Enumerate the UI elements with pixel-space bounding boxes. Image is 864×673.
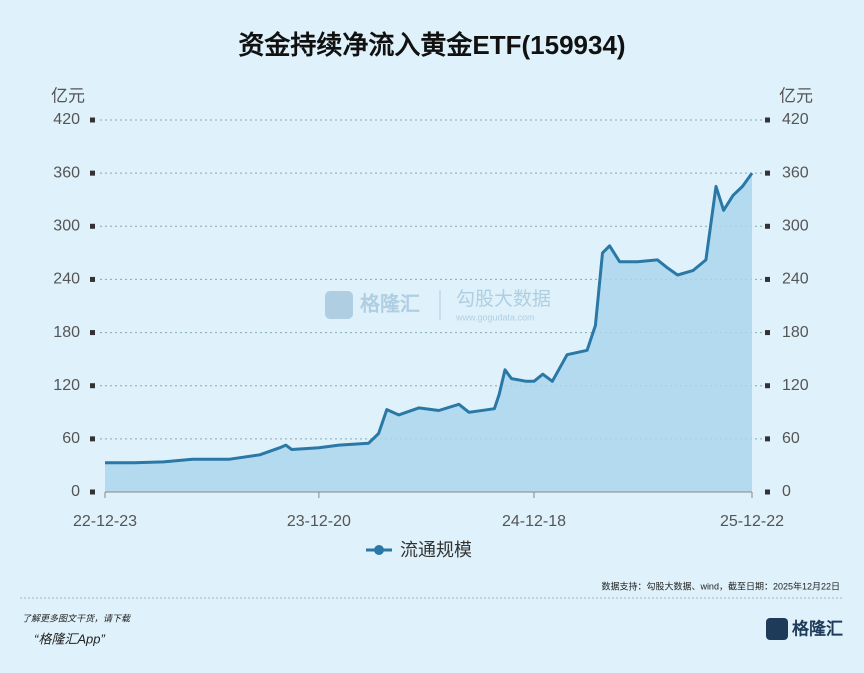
y-tick-mark xyxy=(90,276,95,282)
watermark-url: www.gogudata.com xyxy=(455,312,535,322)
y2-tick-label: 120 xyxy=(782,377,809,394)
y2-tick-label: 0 xyxy=(782,483,791,500)
source: 数据支持：勾股大数据、wind，截至日期：2025年12月22日 xyxy=(601,580,840,591)
x-tick-label: 25-12-22 xyxy=(720,513,784,530)
y2-tick-label: 240 xyxy=(782,271,809,288)
footer-text: 了解更多图文干货，请下载 xyxy=(22,613,131,623)
y2-tick-label: 180 xyxy=(782,324,809,341)
y2-axis-label: 亿元 xyxy=(779,86,813,105)
logo-icon xyxy=(766,618,788,640)
watermark: 格隆汇 勾股大数据 www.gogudata.com xyxy=(325,288,551,322)
y-tick-mark xyxy=(90,330,95,336)
line xyxy=(105,172,754,465)
y-tick-label: 420 xyxy=(53,111,80,128)
y2-tick-mark xyxy=(765,170,770,176)
y-tick-mark xyxy=(90,223,95,229)
y-tick-mark xyxy=(90,489,95,495)
chart-title: 资金持续净流入黄金ETF(159934) xyxy=(238,30,625,60)
x-tick-label: 22-12-23 xyxy=(73,513,137,530)
y2-tick-mark xyxy=(765,276,770,282)
y2-tick-label: 420 xyxy=(782,111,809,128)
y-tick-mark xyxy=(90,117,95,123)
y-tick-label: 360 xyxy=(53,164,80,181)
y-tick-label: 0 xyxy=(71,483,80,500)
y2-tick-label: 60 xyxy=(782,430,800,447)
y2-tick-mark xyxy=(765,436,770,442)
y2-tick-mark xyxy=(765,117,770,123)
logo: 格隆汇 xyxy=(792,618,843,638)
y-tick-mark xyxy=(90,383,95,389)
y-axis-label: 亿元 xyxy=(51,86,85,105)
y2-tick-label: 360 xyxy=(782,164,809,181)
y-tick-mark xyxy=(90,170,95,176)
y-tick-label: 120 xyxy=(53,377,80,394)
y2-tick-mark xyxy=(765,489,770,495)
x-tick-label: 23-12-20 xyxy=(287,513,351,530)
y-tick-label: 60 xyxy=(62,430,80,447)
legend-label: 流通规模 xyxy=(400,540,472,560)
y2-tick-mark xyxy=(765,330,770,336)
y2-tick-mark xyxy=(765,383,770,389)
footer-app: “格隆汇App” xyxy=(34,631,105,646)
y-tick-label: 300 xyxy=(53,218,80,235)
watermark-data: 勾股大数据 xyxy=(456,288,551,310)
y-tick-mark xyxy=(90,436,95,442)
y-tick-label: 240 xyxy=(53,271,80,288)
watermark-brand: 格隆汇 xyxy=(360,291,420,315)
area xyxy=(105,173,752,492)
y2-tick-label: 300 xyxy=(782,218,809,235)
y-tick-label: 180 xyxy=(53,324,80,341)
legend-marker xyxy=(374,545,384,555)
x-tick-label: 24-12-18 xyxy=(502,513,566,530)
y2-tick-mark xyxy=(765,223,770,229)
watermark-icon xyxy=(325,291,353,319)
